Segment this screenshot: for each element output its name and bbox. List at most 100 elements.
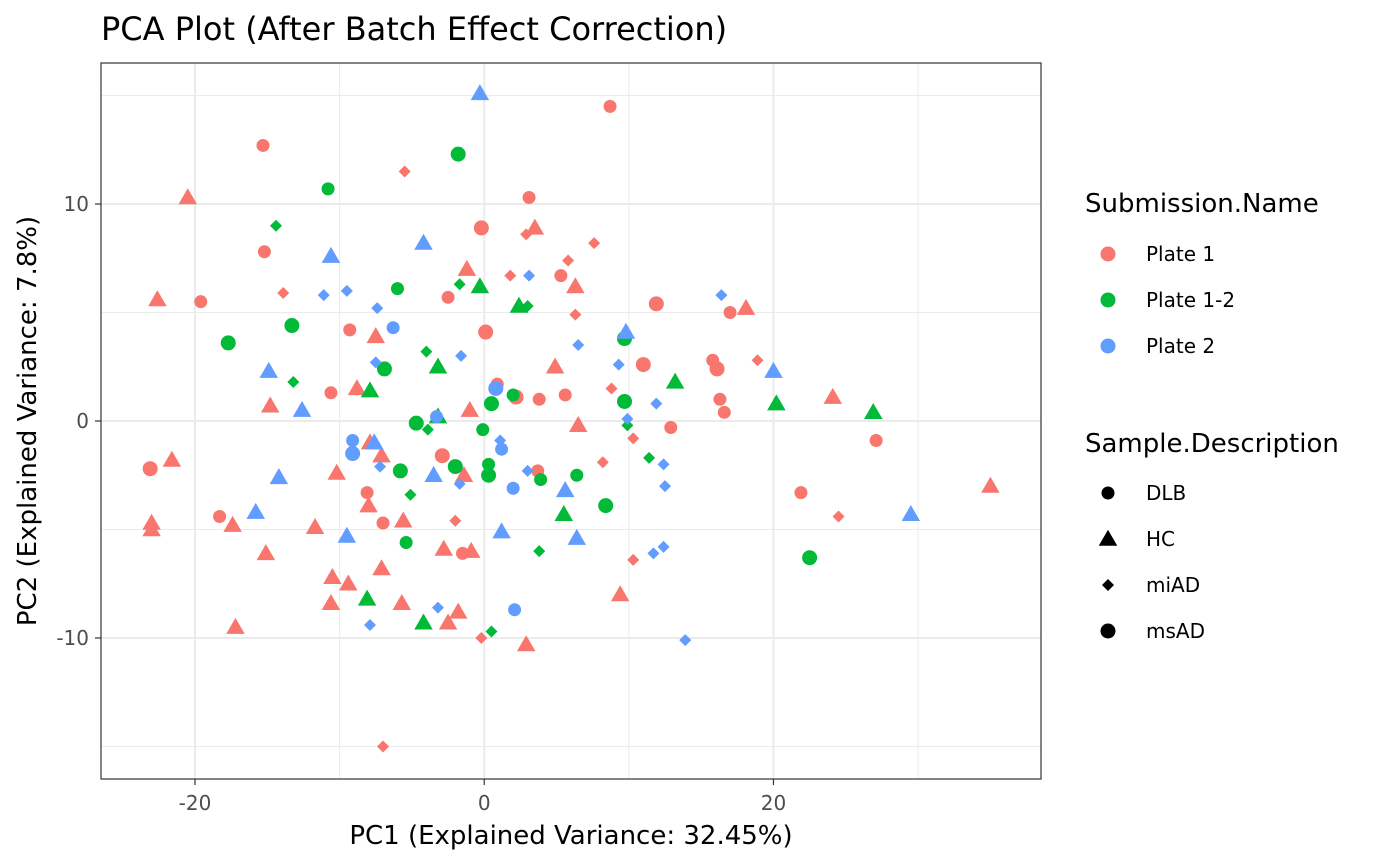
data-point: [269, 219, 282, 232]
data-point: [317, 289, 330, 302]
data-point: [372, 446, 391, 463]
data-point: [305, 518, 325, 535]
data-point: [360, 381, 380, 398]
data-point: [449, 514, 462, 527]
data-point: [568, 416, 588, 433]
data-point: [321, 246, 341, 263]
legend-shape-key: [1098, 529, 1118, 546]
data-point: [508, 603, 522, 617]
legend-shape-label: miAD: [1146, 573, 1200, 597]
y-axis-label: PC2 (Explained Variance: 7.8%): [13, 216, 43, 626]
data-point: [366, 327, 386, 344]
data-point: [194, 295, 208, 309]
data-point: [162, 450, 182, 467]
data-point: [617, 393, 633, 409]
data-point: [558, 388, 572, 402]
data-point: [562, 254, 575, 267]
data-point: [485, 625, 498, 638]
data-point: [213, 509, 227, 523]
data-point: [605, 382, 618, 395]
data-point: [521, 300, 534, 313]
legend-shape-key: [1100, 623, 1116, 639]
data-point: [430, 410, 444, 424]
data-point: [441, 290, 455, 304]
data-point: [455, 349, 468, 362]
data-point: [525, 218, 545, 235]
x-axis-ticks: -20 0 20: [179, 779, 786, 815]
data-point: [570, 468, 584, 482]
data-point: [256, 544, 276, 561]
data-point: [359, 496, 378, 513]
data-point: [447, 459, 463, 475]
legend-shape-label: DLB: [1146, 481, 1186, 505]
data-point: [453, 477, 466, 490]
legend-shape-label: msAD: [1146, 619, 1205, 643]
y-axis-ticks: -10 0 10: [56, 192, 101, 650]
data-point: [393, 511, 413, 528]
data-point: [324, 386, 338, 400]
data-point: [566, 277, 585, 294]
data-point: [343, 323, 357, 337]
data-points: [142, 84, 1000, 753]
data-point: [521, 464, 534, 477]
data-point: [715, 289, 728, 302]
data-point: [339, 574, 358, 591]
data-point: [545, 357, 565, 374]
data-point: [627, 432, 640, 445]
data-point: [420, 345, 433, 358]
data-point: [424, 465, 443, 482]
data-point: [533, 545, 546, 558]
legend-shape-key: [1102, 579, 1114, 591]
data-point: [555, 481, 575, 498]
data-point: [371, 302, 384, 315]
data-point: [346, 434, 360, 448]
data-point: [460, 400, 480, 417]
x-axis-label: PC1 (Explained Variance: 32.45%): [349, 821, 792, 851]
data-point: [664, 421, 678, 435]
data-point: [454, 465, 474, 482]
data-point: [713, 392, 727, 406]
data-point: [520, 228, 533, 241]
data-point: [823, 387, 843, 404]
data-point: [178, 188, 198, 205]
data-point: [428, 357, 448, 374]
data-point: [287, 375, 300, 388]
data-point: [473, 220, 489, 236]
data-point: [616, 322, 636, 339]
data-point: [506, 481, 520, 495]
legend-shape-label: HC: [1146, 527, 1175, 551]
data-point: [612, 358, 625, 371]
data-point: [569, 308, 582, 321]
data-point: [461, 541, 481, 558]
data-point: [657, 540, 670, 553]
data-point: [434, 539, 453, 556]
data-point: [414, 233, 433, 250]
legend-submission-name: Submission.Name Plate 1 Plate 1-2 Plate 2: [1085, 189, 1319, 358]
data-point: [869, 434, 883, 448]
data-point: [509, 296, 529, 313]
y-tick-label: 10: [64, 192, 89, 216]
data-point: [534, 473, 548, 487]
data-point: [376, 516, 390, 530]
data-point: [142, 461, 158, 477]
data-point: [482, 457, 496, 471]
data-point: [478, 324, 494, 340]
data-point: [494, 434, 507, 447]
data-point: [148, 290, 167, 307]
data-point: [495, 442, 509, 456]
data-point: [532, 392, 546, 406]
data-point: [603, 99, 617, 113]
data-point: [457, 259, 477, 276]
data-point: [377, 740, 389, 753]
data-point: [414, 613, 433, 630]
data-point: [372, 559, 391, 576]
legend-color-label: Plate 2: [1146, 334, 1215, 358]
x-tick-label: -20: [179, 791, 212, 815]
data-point: [404, 488, 417, 501]
data-point: [399, 536, 413, 550]
data-point: [665, 372, 685, 389]
data-point: [450, 146, 466, 162]
legend-color-key: [1100, 338, 1116, 354]
data-point: [650, 397, 663, 410]
y-tick-label: -10: [56, 626, 89, 650]
